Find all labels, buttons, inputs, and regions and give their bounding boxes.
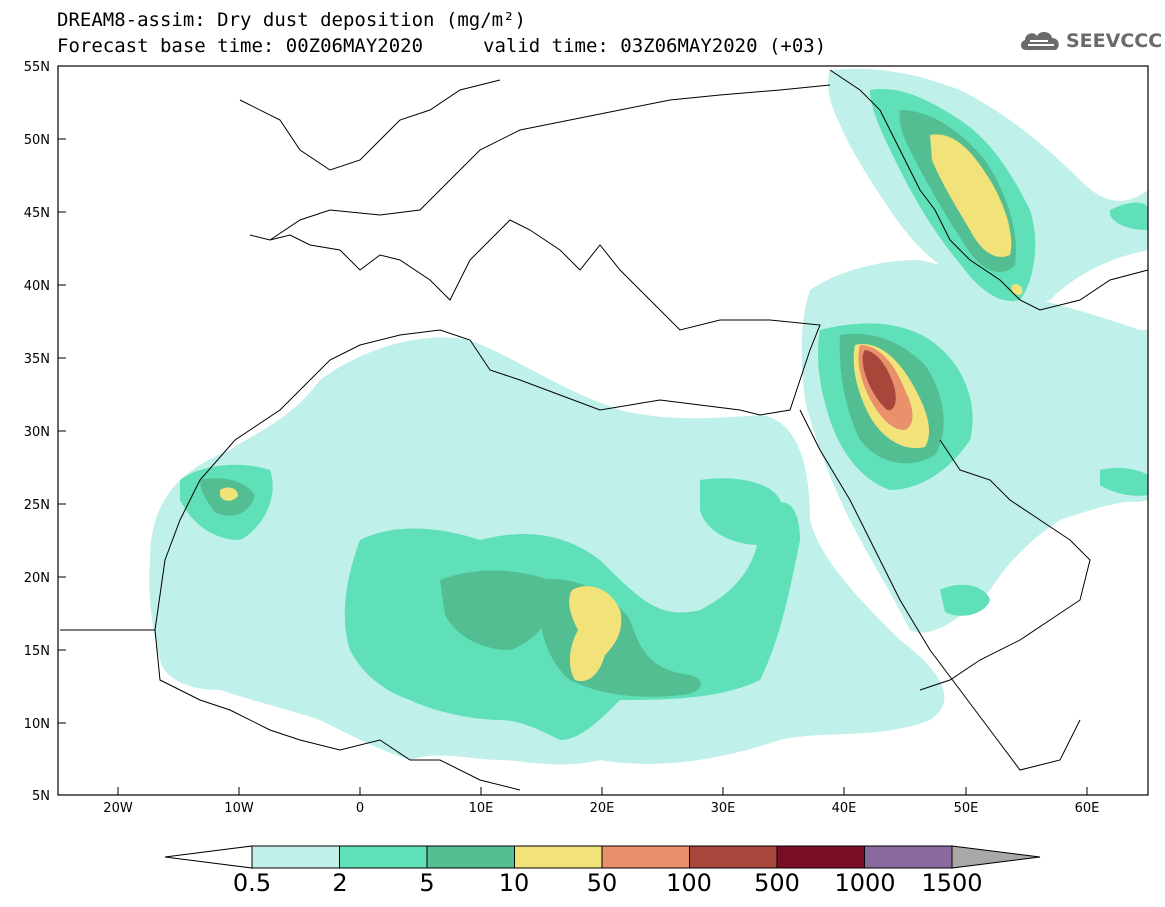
colorbar-label: 1000 <box>834 869 896 897</box>
lon-label: 60E <box>1075 801 1100 816</box>
lat-label: 55N <box>24 60 50 75</box>
lon-label: 10W <box>224 801 254 816</box>
lon-label: 0 <box>356 801 364 816</box>
logo-text: SEEVCCC <box>1066 30 1163 52</box>
lat-label: 5N <box>32 789 50 804</box>
base-time-label: Forecast base time: 00Z06MAY2020 <box>57 35 424 57</box>
coastlines <box>60 69 1149 791</box>
map-frame <box>57 65 1149 796</box>
lon-axis-labels: 20W 10W 0 10E 20E 30E 40E 50E 60E <box>103 801 1099 816</box>
colorbar-label: 10 <box>498 869 530 897</box>
lat-label: 20N <box>24 571 50 586</box>
lat-label: 10N <box>24 717 50 732</box>
colorbar-label: 50 <box>586 869 618 897</box>
colorbar-label: 5 <box>419 869 435 897</box>
lon-label: 10E <box>469 801 494 816</box>
map-title: DREAM8-assim: Dry dust deposition (mg/m²… <box>57 9 526 31</box>
lon-label: 50E <box>954 801 979 816</box>
colorbar-label: 500 <box>754 869 800 897</box>
lat-label: 50N <box>24 133 50 148</box>
lon-label: 20W <box>103 801 133 816</box>
lon-label: 40E <box>832 801 857 816</box>
seevccc-logo: SEEVCCC <box>1018 26 1162 60</box>
lat-label: 15N <box>24 644 50 659</box>
dust-field-layer <box>149 68 1148 765</box>
lon-label: 30E <box>711 801 736 816</box>
colorbar-label: 2 <box>332 869 348 897</box>
lat-label: 30N <box>24 425 50 440</box>
colorbar-label: 100 <box>666 869 712 897</box>
lat-axis-labels: 55N 50N 45N 40N 35N 30N 25N 20N 15N 10N … <box>24 60 50 804</box>
lat-label: 25N <box>24 498 50 513</box>
colorbar-label: 0.5 <box>232 869 272 897</box>
valid-time-label: valid time: 03Z06MAY2020 (+03) <box>483 35 827 57</box>
lat-label: 40N <box>24 279 50 294</box>
lat-label: 45N <box>24 206 50 221</box>
cloud-icon <box>1020 32 1059 50</box>
colorbar-label: 1500 <box>921 869 983 897</box>
lon-label: 20E <box>590 801 615 816</box>
lat-label: 35N <box>24 352 50 367</box>
